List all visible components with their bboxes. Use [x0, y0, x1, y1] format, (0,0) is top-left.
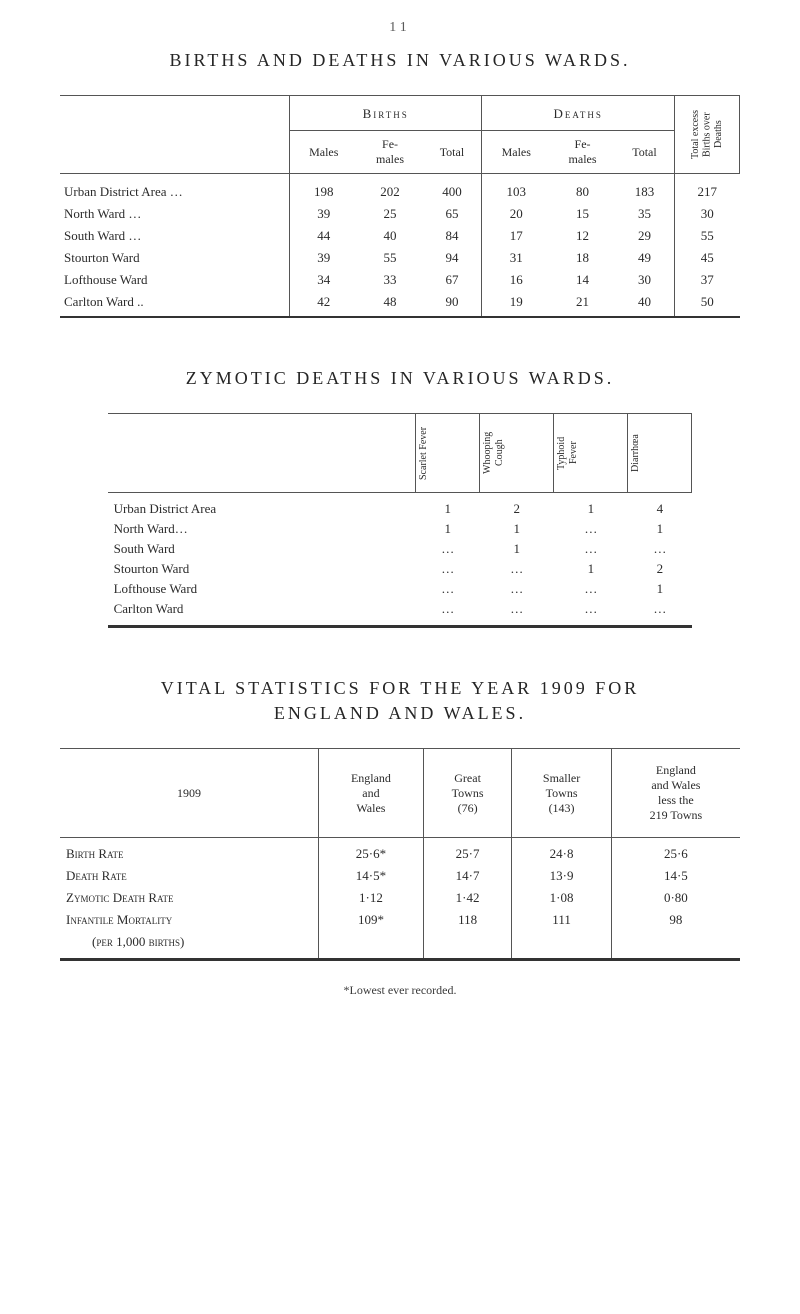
- col-diarrhoea: Diarrhœa: [630, 424, 642, 482]
- section3-title-line2: ENGLAND AND WALES.: [60, 703, 740, 724]
- table-row: (per 1,000 births): [60, 931, 740, 960]
- col-b-males: Males: [289, 131, 357, 174]
- col-year: 1909: [60, 749, 319, 838]
- excess-header: Total excess Births over Deaths: [675, 96, 740, 174]
- table-row: North Ward …39256520153530: [60, 203, 740, 225]
- table-row: Lofthouse Ward34336716143037: [60, 269, 740, 291]
- section1-title: BIRTHS AND DEATHS IN VARIOUS WARDS.: [60, 50, 740, 71]
- vital-stats-table: 1909 England and Wales Great Towns (76) …: [60, 748, 740, 961]
- col-b-total: Total: [422, 131, 481, 174]
- table-row: Zymotic Death Rate1·121·421·080·80: [60, 887, 740, 909]
- deaths-group-header: Deaths: [482, 96, 675, 131]
- table-row: Urban District Area1214: [108, 493, 692, 520]
- table-row: Carlton Ward…………: [108, 599, 692, 627]
- table-row: Lofthouse Ward………1: [108, 579, 692, 599]
- col-smaller: Smaller Towns (143): [512, 749, 611, 838]
- table-row: South Ward…1……: [108, 539, 692, 559]
- table-row: Urban District Area …1982024001038018321…: [60, 174, 740, 204]
- table-row: Birth Rate25·6*25·724·825·6: [60, 838, 740, 866]
- col-great: Great Towns (76): [423, 749, 512, 838]
- section2-title: ZYMOTIC DEATHS IN VARIOUS WARDS.: [60, 368, 740, 389]
- table-row: Infantile Mortality109*11811198: [60, 909, 740, 931]
- footnote: *Lowest ever recorded.: [60, 983, 740, 998]
- page-number: 11: [60, 20, 740, 36]
- col-scarlet: Scarlet Fever: [418, 424, 430, 482]
- col-d-males: Males: [482, 131, 550, 174]
- zymotic-table: Scarlet Fever Whooping Cough Typhoid Fev…: [108, 413, 693, 628]
- table-row: South Ward …44408417122955: [60, 225, 740, 247]
- col-less219: England and Wales less the 219 Towns: [611, 749, 740, 838]
- table-row: Death Rate14·5*14·713·914·5: [60, 865, 740, 887]
- col-ew: England and Wales: [319, 749, 424, 838]
- table-row: Stourton Ward……12: [108, 559, 692, 579]
- births-deaths-table: Births Deaths Total excess Births over D…: [60, 95, 740, 318]
- births-group-header: Births: [289, 96, 482, 131]
- table-row: North Ward…11…1: [108, 519, 692, 539]
- col-whooping: Whooping Cough: [482, 424, 506, 482]
- table-row: Carlton Ward ..42489019214050: [60, 291, 740, 317]
- col-d-females: Fe- males: [550, 131, 615, 174]
- section3-title-line1: VITAL STATISTICS FOR THE YEAR 1909 FOR: [60, 678, 740, 699]
- col-typhoid: Typhoid Fever: [556, 424, 580, 482]
- table-row: Stourton Ward39559431184945: [60, 247, 740, 269]
- col-d-total: Total: [615, 131, 675, 174]
- col-b-females: Fe- males: [358, 131, 423, 174]
